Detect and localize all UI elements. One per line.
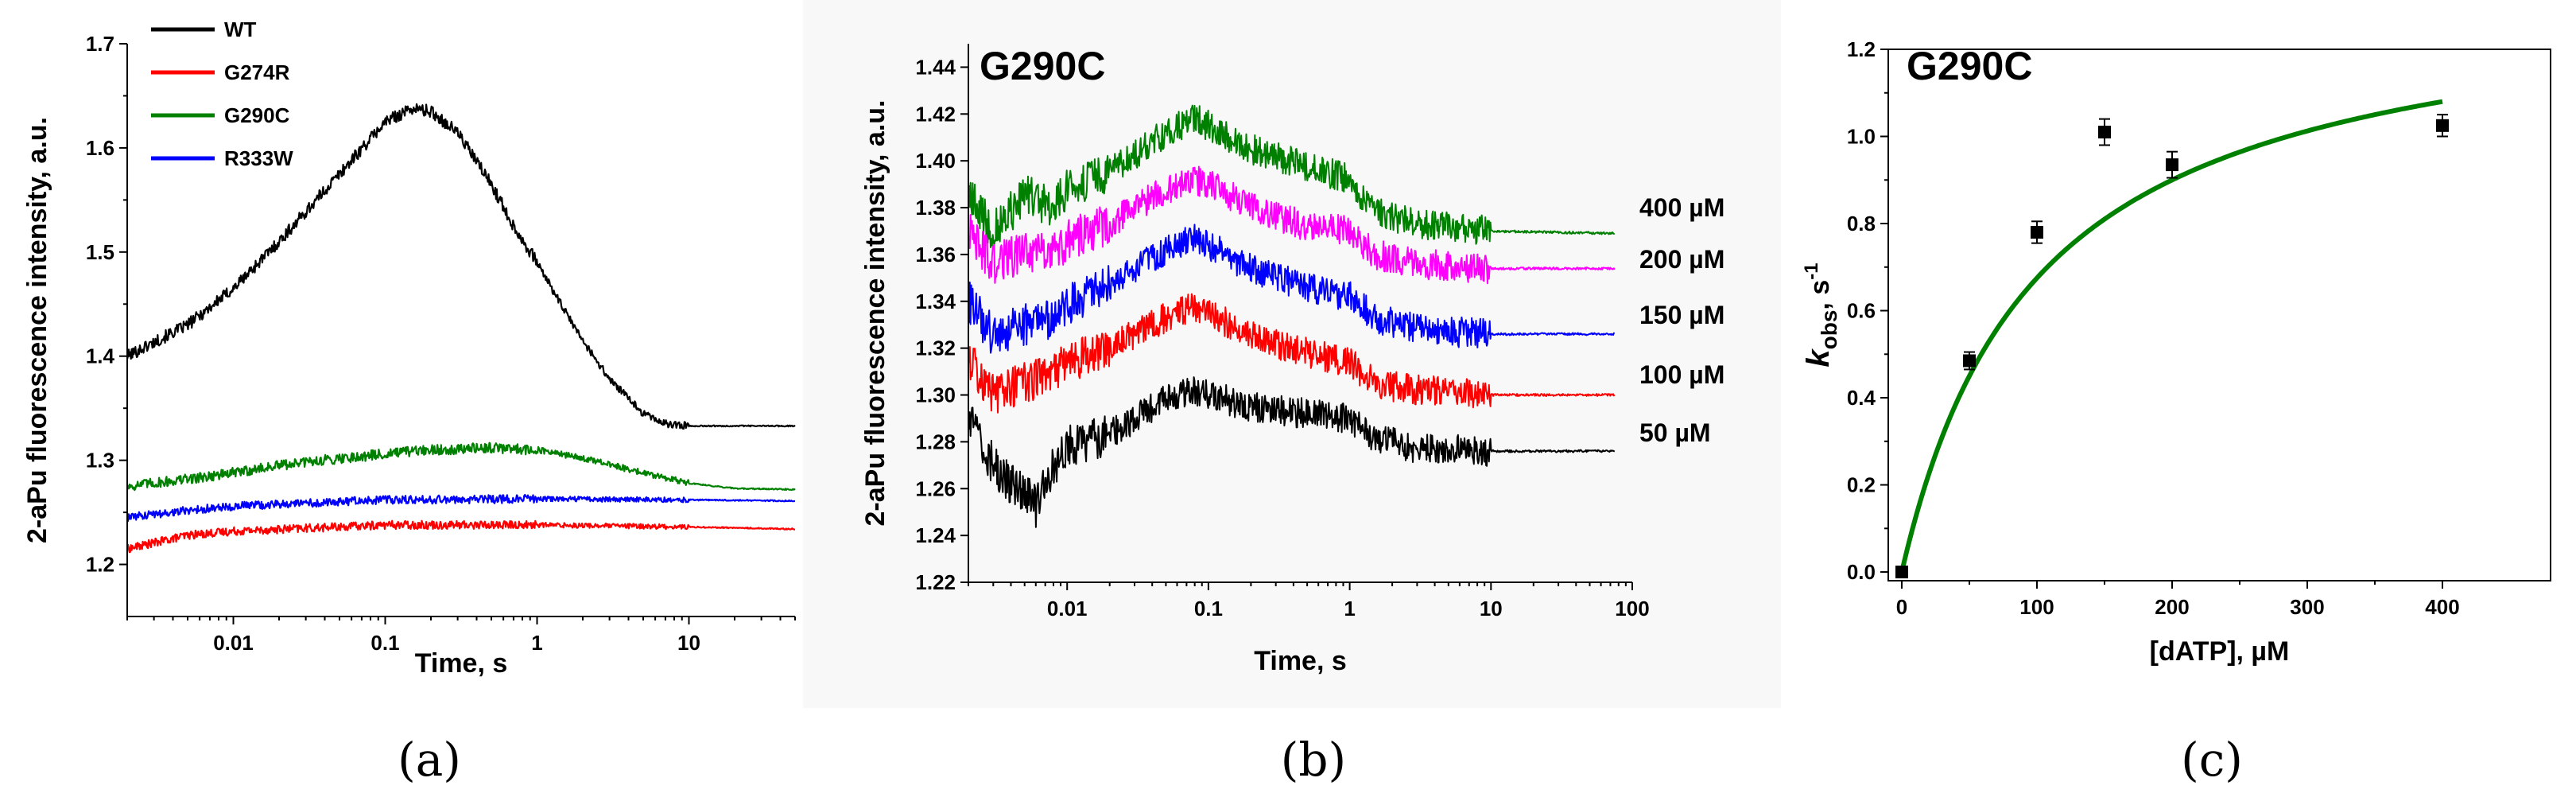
y-tick-label: 0.4 (1847, 386, 1876, 410)
y-tick-label: 1.5 (86, 240, 114, 264)
y-tick-label: 1.22 (915, 570, 956, 594)
x-tick-label: 0.01 (1047, 597, 1088, 620)
y-tick-label: 1.26 (915, 476, 956, 500)
y-tick-label: 1.7 (86, 32, 114, 56)
y-tick-label: 1.38 (915, 196, 956, 220)
data-point (2031, 225, 2043, 239)
trace-r333w (126, 493, 796, 523)
y-tick-label: 1.28 (915, 430, 956, 453)
y-tick-label: 0.8 (1847, 212, 1876, 235)
x-tick-label: 100 (1615, 597, 1649, 620)
y-axis-title: 2-aPu fluorescence intensity, a.u. (860, 100, 890, 527)
y-tick-label: 1.6 (86, 136, 114, 160)
y-tick-label: 0.6 (1847, 299, 1876, 323)
x-tick-label: 0.1 (1194, 597, 1223, 620)
fit-curve (1899, 99, 2443, 573)
caption-b: (b) (1281, 733, 1346, 787)
trace-wt (126, 103, 796, 430)
y-tick-label: 1.2 (1847, 37, 1876, 61)
y-axis-title-rest: , s (1805, 280, 1835, 310)
x-tick-label: 0.01 (213, 631, 254, 655)
y-tick-label: 1.40 (915, 149, 956, 173)
panel-b: 1.22 1.24 1.26 1.28 1.30 1.32 1.34 1.36 1.38 1.40… (860, 44, 1724, 676)
caption-c: (c) (2181, 733, 2243, 787)
trace-50M (968, 376, 1616, 528)
trace-g274r (126, 519, 796, 554)
panel-c-title: G290C (1907, 44, 2032, 88)
data-point (1895, 566, 1908, 579)
y-axis-title-sub: obs (1817, 310, 1841, 350)
conc-label: 400 µM (1639, 193, 1724, 222)
x-tick-label: 1 (531, 631, 542, 655)
y-tick-label: 1.4 (86, 344, 115, 368)
y-tick-label: 1.44 (915, 55, 956, 79)
trace-150M (968, 224, 1616, 354)
x-tick-label: 400 (2425, 595, 2459, 619)
x-tick-label: 10 (677, 631, 700, 655)
panel-c: 0.0 0.2 0.4 0.6 0.8 1.0 1.2 0 100 200 300 400 G290C [… (1801, 37, 2551, 667)
legend-label-wt: WT (224, 18, 257, 41)
y-axis-title-sup: -1 (1801, 263, 1822, 279)
y-tick-label: 1.3 (86, 449, 114, 473)
x-tick-label: 100 (2019, 595, 2054, 619)
y-axis-title-k: k (1801, 348, 1836, 368)
trace-g290c (126, 441, 796, 492)
y-tick-label: 1.30 (915, 383, 956, 407)
trace-200M (968, 165, 1616, 285)
legend-label-g290c: G290C (224, 103, 290, 127)
x-tick-label: 300 (2290, 595, 2324, 619)
y-tick-label: 1.36 (915, 243, 956, 266)
trace-400M (968, 104, 1615, 248)
conc-label: 50 µM (1639, 418, 1711, 447)
y-tick-label: 1.24 (915, 523, 956, 547)
x-axis-title: [dATP], µM (2150, 636, 2290, 667)
panel-b-title: G290C (980, 44, 1105, 88)
conc-label: 100 µM (1639, 360, 1724, 389)
y-tick-label: 0.2 (1847, 473, 1876, 497)
plot-frame (1887, 49, 2551, 581)
x-tick-label: 200 (2155, 595, 2189, 619)
y-tick-label: 1.34 (915, 290, 956, 313)
y-tick-label: 1.32 (915, 336, 956, 360)
x-axis-title: Time, s (415, 648, 508, 679)
legend-label-g274r: G274R (224, 60, 290, 84)
data-point (2098, 126, 2111, 139)
data-point (2166, 158, 2178, 172)
data-point (1963, 354, 1976, 368)
x-tick-label: 10 (1480, 597, 1503, 620)
y-tick-label: 1.2 (86, 553, 114, 577)
y-axis-title: kobs, s-1 (1801, 263, 1841, 367)
caption-a: (a) (398, 733, 461, 787)
y-tick-label: 1.0 (1847, 125, 1876, 149)
x-axis-title: Time, s (1254, 646, 1347, 676)
y-tick-label: 1.42 (915, 102, 956, 126)
x-tick-label: 1 (1344, 597, 1355, 620)
x-tick-label: 0.1 (370, 631, 399, 655)
y-tick-label: 0.0 (1847, 560, 1876, 584)
conc-label: 150 µM (1639, 301, 1724, 329)
data-point (2436, 119, 2449, 132)
legend-label-r333w: R333W (224, 146, 293, 170)
y-axis-title: 2-aPu fluorescence intensity, a.u. (22, 117, 52, 543)
panel-a: 1.2 1.3 1.4 1.5 1.6 1.7 0.01 0.1 1 10 Time, s 2-aPu… (22, 18, 796, 679)
conc-label: 200 µM (1639, 245, 1724, 274)
x-tick-label: 0 (1896, 595, 1907, 619)
trace-100M (968, 293, 1616, 414)
